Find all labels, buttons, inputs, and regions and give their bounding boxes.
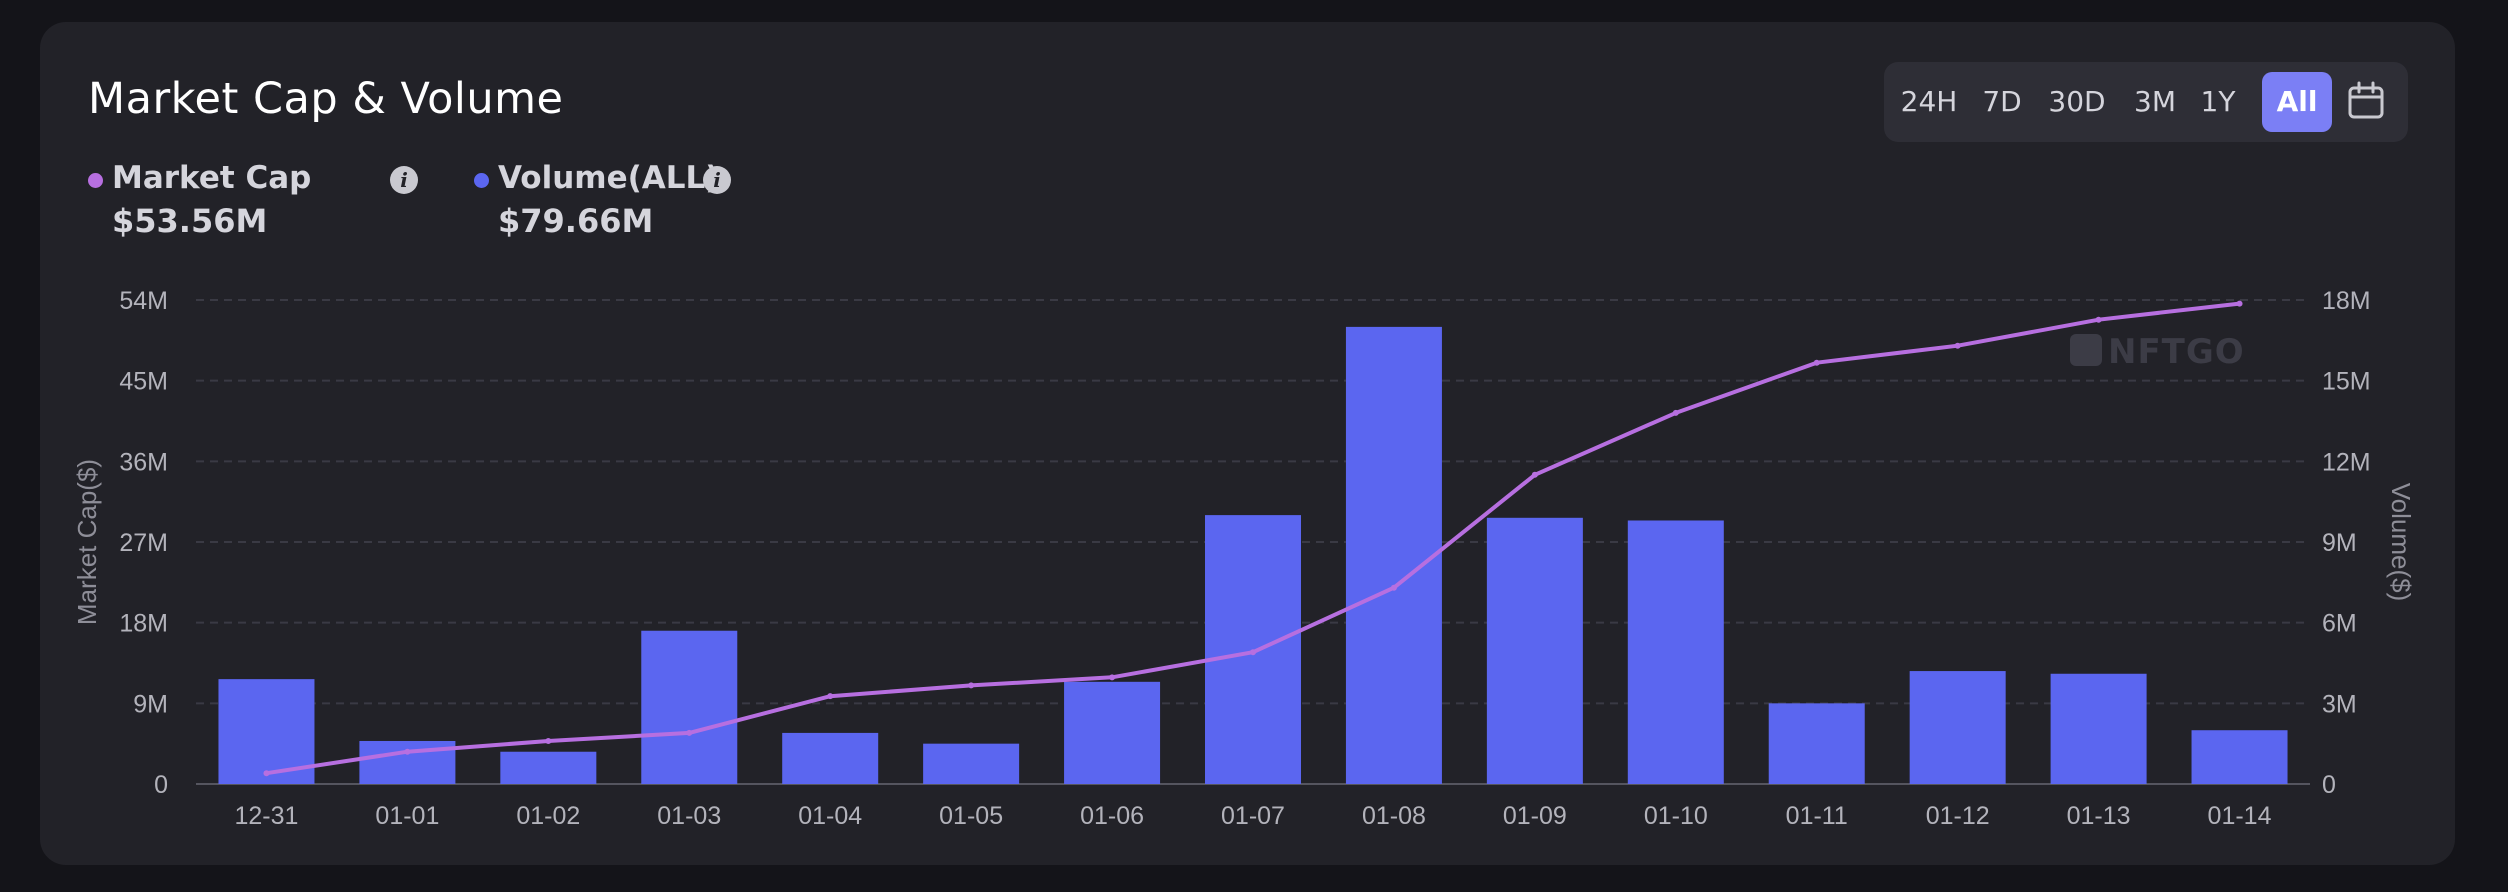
y-left-tick-label: 27M (119, 529, 168, 557)
y-left-tick-label: 0 (154, 771, 168, 799)
x-tick-label: 12-31 (234, 802, 298, 830)
y-right-tick-label: 12M (2322, 448, 2371, 476)
range-3m-button[interactable]: 3M (2134, 85, 2176, 118)
volume-label: Volume(ALL) (498, 160, 720, 196)
market-cap-point[interactable] (1250, 649, 1256, 656)
market-cap-point[interactable] (1672, 409, 1679, 416)
volume-bar[interactable] (1909, 671, 2006, 784)
y-right-tick-label: 15M (2322, 368, 2371, 396)
market-cap-point[interactable] (827, 693, 834, 700)
x-tick-label: 01-01 (375, 802, 439, 830)
volume-bar[interactable] (2191, 730, 2288, 784)
market-cap-point[interactable] (1109, 674, 1116, 681)
y-left-tick-label: 45M (119, 368, 168, 396)
y-axis-left-title: Market Cap($) (72, 459, 102, 625)
x-tick-label: 01-11 (1786, 802, 1848, 830)
range-all-button[interactable]: All (2262, 72, 2332, 132)
y-right-tick-label: 18M (2322, 287, 2371, 315)
market-cap-dot (88, 173, 103, 188)
info-icon[interactable]: i (703, 166, 731, 194)
x-tick-label: 01-04 (798, 802, 862, 830)
chart-title: Market Cap & Volume (88, 74, 564, 124)
x-tick-label: 01-14 (2208, 802, 2272, 830)
x-tick-label: 01-13 (2067, 802, 2131, 830)
market-cap-point[interactable] (404, 748, 411, 755)
watermark-text: NFTGO (2108, 332, 2245, 372)
nftgo-watermark: NFTGO (2070, 332, 2245, 372)
range-7d-button[interactable]: 7D (1982, 85, 2022, 118)
volume-bar[interactable] (923, 743, 1020, 784)
x-tick-label: 01-08 (1362, 802, 1426, 830)
y-right-tick-label: 6M (2322, 610, 2357, 638)
y-left-tick-label: 9M (133, 690, 168, 718)
x-tick-label: 01-06 (1080, 802, 1144, 830)
market-cap-point[interactable] (1813, 359, 1820, 366)
time-range-selector: 24H 7D 30D 3M 1Y All (1884, 62, 2408, 142)
x-tick-label: 01-05 (939, 802, 1003, 830)
x-tick-label: 01-03 (657, 802, 721, 830)
x-tick-label: 01-12 (1926, 802, 1990, 830)
volume-bar[interactable] (1486, 517, 1583, 784)
market-cap-point[interactable] (1954, 342, 1961, 349)
market-cap-point[interactable] (1390, 584, 1397, 591)
market-cap-point[interactable] (2095, 316, 2102, 323)
market-cap-point[interactable] (968, 682, 975, 689)
x-tick-label: 01-09 (1503, 802, 1567, 830)
volume-bar[interactable] (500, 751, 597, 784)
market-cap-label: Market Cap (112, 160, 312, 196)
range-1y-button[interactable]: 1Y (2200, 85, 2236, 118)
volume-bar[interactable] (2050, 673, 2147, 784)
volume-bar[interactable] (1345, 326, 1442, 784)
calendar-icon[interactable] (2344, 79, 2388, 123)
y-right-tick-label: 3M (2322, 690, 2357, 718)
market-cap-point[interactable] (1531, 471, 1538, 478)
y-left-tick-label: 18M (119, 610, 168, 638)
y-right-tick-label: 9M (2322, 529, 2357, 557)
volume-bar[interactable] (782, 732, 879, 784)
volume-bar[interactable] (1627, 520, 1724, 784)
info-icon[interactable]: i (390, 166, 418, 194)
range-30d-button[interactable]: 30D (2048, 85, 2106, 118)
y-right-tick-label: 0 (2322, 771, 2336, 799)
volume-value: $79.66M (498, 202, 654, 240)
market-cap-value: $53.56M (112, 202, 268, 240)
x-tick-label: 01-10 (1644, 802, 1708, 830)
y-axis-right-title: Volume($) (2386, 483, 2416, 602)
market-cap-point[interactable] (545, 737, 552, 744)
y-left-tick-label: 36M (119, 448, 168, 476)
market-cap-point[interactable] (263, 770, 270, 777)
market-cap-point[interactable] (686, 729, 693, 736)
x-tick-label: 01-07 (1221, 802, 1285, 830)
market-cap-point[interactable] (2236, 300, 2243, 307)
volume-bar[interactable] (641, 630, 738, 784)
volume-dot (474, 173, 489, 188)
volume-bar[interactable] (1768, 703, 1865, 784)
volume-bar[interactable] (1064, 681, 1161, 784)
y-left-tick-label: 54M (119, 287, 168, 315)
x-tick-label: 01-02 (516, 802, 580, 830)
range-24h-button[interactable]: 24H (1900, 85, 1958, 118)
